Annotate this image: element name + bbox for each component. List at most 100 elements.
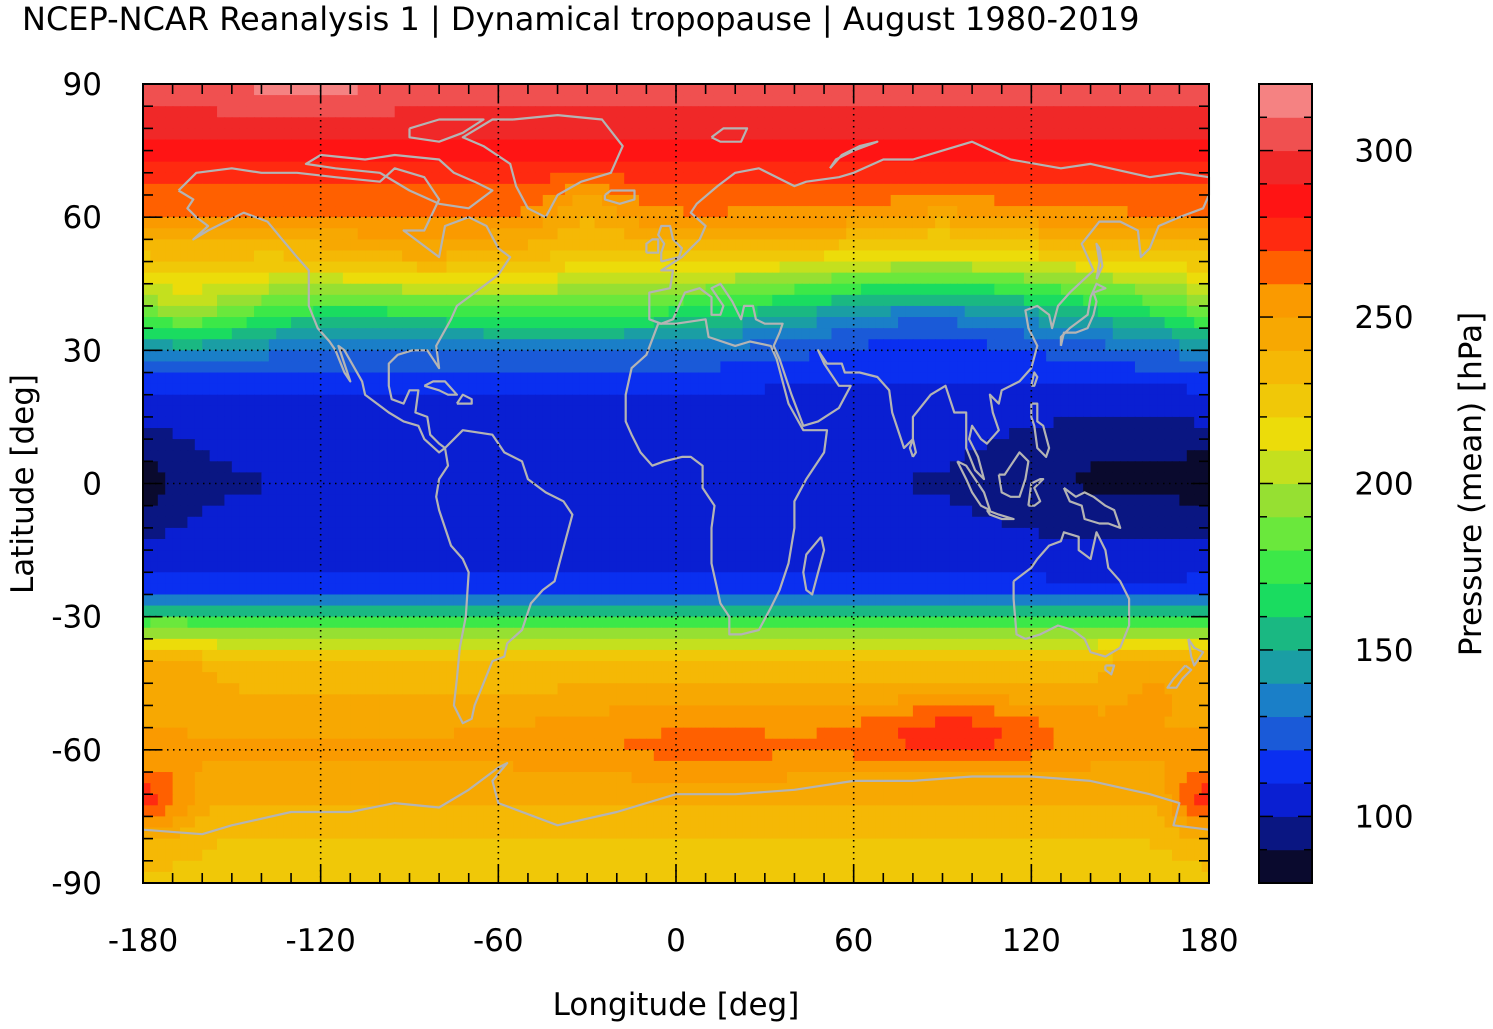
heatmap-cell [431,372,440,385]
heatmap-cell [631,95,640,107]
heatmap-cell [150,250,159,263]
heatmap-cell [587,394,596,407]
heatmap-cell [853,172,862,185]
heatmap-cell [972,161,981,174]
heatmap-cell [246,206,255,218]
heatmap-cell [868,239,877,252]
heatmap-cell [1105,372,1114,385]
heatmap-cell [498,217,507,229]
heatmap-cell [676,305,684,318]
heatmap-cell [468,317,477,329]
heatmap-cell [809,439,818,451]
heatmap-cell [468,294,477,307]
heatmap-cell [1075,350,1084,363]
heatmap-cell [224,461,233,474]
heatmap-cell [898,139,907,152]
heatmap-cell [972,272,981,285]
heatmap-cell [912,106,921,118]
heatmap-cell [1001,139,1010,152]
heatmap-cell [579,139,588,152]
heatmap-cell [801,294,810,307]
heatmap-cell [1112,117,1121,129]
heatmap-cell [616,84,625,96]
heatmap-cell [868,128,877,141]
heatmap-cell [1075,161,1084,174]
heatmap-cell [587,361,596,374]
heatmap-cell [935,139,944,152]
heatmap-cell [801,328,810,340]
heatmap-cell [979,239,988,252]
heatmap-cell [838,383,847,396]
heatmap-cell [942,139,951,152]
heatmap-cell [409,95,418,107]
heatmap-cell [727,194,736,207]
heatmap-cell [513,461,522,474]
heatmap-cell [165,139,174,152]
heatmap-cell [890,339,899,351]
heatmap-cell [1075,183,1084,196]
heatmap-cell [764,416,773,429]
heatmap-cell [772,183,781,196]
heatmap-cell [172,416,181,429]
heatmap-cell [831,361,840,374]
heatmap-cell [150,117,159,129]
heatmap-cell [868,328,877,340]
heatmap-cell [1194,372,1203,385]
heatmap-cell [1164,261,1173,274]
heatmap-cell [276,428,285,440]
heatmap-cell [165,228,174,240]
heatmap-cell [912,117,921,129]
heatmap-cell [150,283,159,296]
heatmap-cell [254,161,263,174]
heatmap-cell [239,228,248,240]
heatmap-cell [387,206,396,218]
heatmap-cell [453,117,462,129]
heatmap-cell [1112,250,1121,263]
heatmap-cell [698,261,707,274]
heatmap-cell [209,128,218,141]
heatmap-cell [394,350,403,363]
heatmap-cell [986,84,995,96]
heatmap-cell [579,128,588,141]
heatmap-cell [1075,339,1084,351]
heatmap-cell [713,339,722,351]
heatmap-cell [1171,206,1180,218]
heatmap-cell [661,461,670,474]
heatmap-cell [520,416,529,429]
heatmap-cell [246,339,255,351]
heatmap-cell [1201,361,1210,374]
heatmap-cell [883,106,892,118]
heatmap-cell [735,239,744,252]
heatmap-cell [202,372,211,385]
heatmap-cell [683,128,692,141]
heatmap-cell [609,461,618,474]
heatmap-cell [305,139,314,152]
heatmap-cell [861,361,870,374]
heatmap-cell [513,416,522,429]
heatmap-cell [402,294,411,307]
heatmap-cell [535,305,544,318]
heatmap-cell [1038,272,1047,285]
heatmap-cell [483,217,492,229]
heatmap-cell [1149,128,1158,141]
heatmap-cell [194,339,203,351]
heatmap-cell [720,150,729,163]
heatmap-cell [1194,183,1203,196]
heatmap-cell [683,228,692,240]
heatmap-cell [964,106,973,118]
heatmap-cell [935,117,944,129]
heatmap-cell [542,405,551,418]
heatmap-cell [631,461,640,474]
heatmap-cell [638,361,647,374]
heatmap-cell [579,239,588,252]
heatmap-cell [1112,439,1121,451]
heatmap-cell [587,450,596,462]
heatmap-cell [1083,405,1092,418]
heatmap-cell [683,95,692,107]
heatmap-cell [705,161,714,174]
heatmap-cell [209,383,218,396]
heatmap-cell [705,439,714,451]
heatmap-cell [379,428,388,440]
heatmap-cell [838,206,847,218]
heatmap-cell [520,206,529,218]
